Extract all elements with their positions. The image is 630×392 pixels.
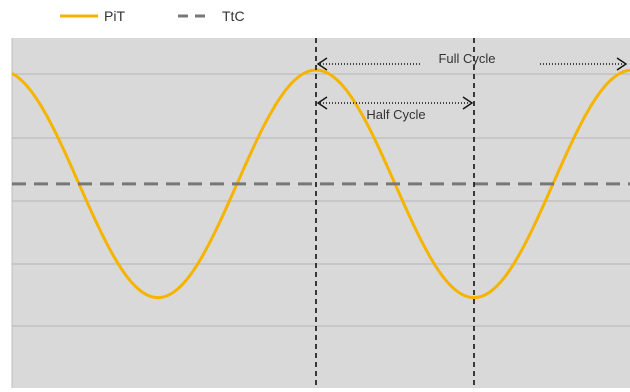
annotation-layer: Full Cycle Half Cycle bbox=[316, 51, 628, 122]
grid-lines bbox=[11, 38, 630, 388]
annotation-label-full-cycle: Full Cycle bbox=[438, 51, 495, 66]
legend-label-TtC: TtC bbox=[222, 8, 245, 24]
annotation-arrow-half-cycle-left bbox=[316, 96, 328, 110]
plot-area bbox=[12, 38, 630, 388]
annotation-arrow-full-cycle-left bbox=[316, 57, 328, 71]
series-line-PiT bbox=[11, 68, 630, 300]
annotation-label-half-cycle: Half Cycle bbox=[366, 107, 425, 122]
marker-layer bbox=[315, 38, 475, 388]
series-layer bbox=[11, 68, 630, 300]
legend-label-PiT: PiT bbox=[104, 8, 125, 24]
annotation-arrow-half-cycle-right bbox=[462, 96, 474, 110]
annotation-arrow-full-cycle-right bbox=[616, 57, 628, 71]
legend: PiT TtC bbox=[60, 8, 245, 24]
